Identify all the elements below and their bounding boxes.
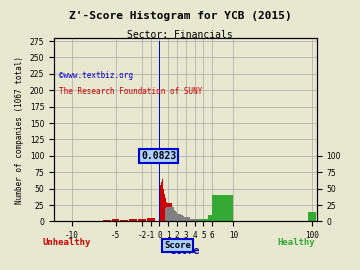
Bar	[199, 219, 207, 221]
Bar	[205, 220, 213, 221]
Bar	[166, 207, 174, 221]
Bar	[165, 198, 166, 221]
Bar	[189, 220, 197, 221]
Bar	[179, 217, 187, 221]
Y-axis label: Number of companies (1067 total): Number of companies (1067 total)	[15, 56, 24, 204]
Bar	[181, 218, 189, 221]
Bar	[138, 219, 146, 221]
Bar	[203, 220, 211, 221]
Bar	[165, 208, 173, 221]
Text: 0.0823: 0.0823	[141, 151, 176, 161]
Bar	[206, 220, 213, 221]
Bar	[175, 215, 183, 221]
Bar	[201, 220, 208, 221]
Bar	[103, 220, 111, 221]
Bar	[185, 220, 193, 221]
Bar	[190, 220, 198, 221]
Bar	[163, 189, 164, 221]
Bar	[188, 220, 196, 221]
Bar	[167, 210, 175, 221]
Bar	[208, 215, 216, 221]
Bar	[201, 220, 209, 221]
Bar	[147, 218, 155, 221]
Bar	[178, 217, 186, 221]
Bar	[170, 213, 177, 221]
Bar	[191, 220, 199, 221]
Bar	[174, 215, 182, 221]
Bar	[160, 185, 161, 221]
Bar	[169, 212, 177, 221]
Bar	[184, 219, 192, 221]
Bar	[212, 195, 233, 221]
Bar	[180, 218, 188, 221]
Text: Unhealthy: Unhealthy	[43, 238, 91, 247]
Bar	[112, 220, 120, 221]
Text: Z'-Score Histogram for YCB (2015): Z'-Score Histogram for YCB (2015)	[69, 11, 291, 21]
Bar	[192, 220, 199, 221]
X-axis label: Score: Score	[171, 246, 200, 256]
Bar	[187, 220, 195, 221]
Bar	[166, 202, 167, 221]
Bar	[309, 212, 316, 221]
Bar	[171, 214, 179, 221]
Bar	[207, 220, 215, 221]
Bar	[193, 220, 201, 221]
Bar	[161, 182, 162, 221]
Bar	[185, 220, 193, 221]
Bar	[202, 220, 210, 221]
Bar	[204, 220, 212, 221]
Bar	[168, 211, 176, 221]
Bar	[173, 214, 181, 221]
Bar	[120, 220, 128, 221]
Text: Score: Score	[164, 241, 191, 250]
Bar	[182, 217, 190, 221]
Bar	[176, 216, 184, 221]
Bar	[170, 214, 178, 221]
Bar	[186, 220, 194, 221]
Bar	[167, 207, 168, 221]
Text: Sector: Financials: Sector: Financials	[127, 30, 233, 40]
Bar	[177, 217, 185, 221]
Text: The Research Foundation of SUNY: The Research Foundation of SUNY	[59, 87, 203, 96]
Text: ©www.textbiz.org: ©www.textbiz.org	[59, 71, 133, 80]
Bar	[196, 220, 204, 221]
Bar	[129, 220, 137, 221]
Text: Healthy: Healthy	[277, 238, 315, 247]
Bar	[183, 219, 191, 221]
Bar	[172, 215, 180, 221]
Bar	[159, 41, 160, 221]
Bar	[177, 217, 185, 221]
Bar	[164, 203, 172, 221]
